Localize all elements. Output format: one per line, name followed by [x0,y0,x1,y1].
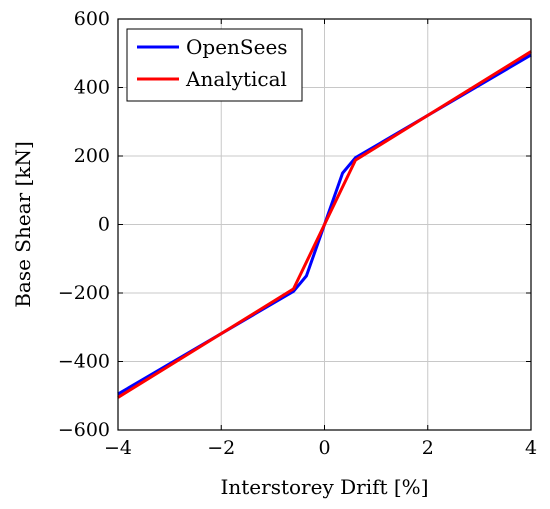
x-tick-labels: −4 −2 0 2 4 [104,437,537,459]
legend-label-analytical: Analytical [185,67,287,91]
y-tick-label: 0 [98,214,110,236]
x-axis-label: Interstorey Drift [%] [220,475,428,499]
x-tick-label: −4 [104,437,132,459]
series-line-analytical [117,50,532,399]
legend-label-opensees: OpenSees [186,35,288,59]
y-tick-label: 200 [74,145,110,167]
series-group [117,50,532,399]
x-tick-label: 4 [525,437,537,459]
legend: OpenSees Analytical [126,28,303,102]
y-axis-label: Base Shear [kN] [11,141,35,308]
x-tick-label: −2 [207,437,235,459]
ticks [117,18,532,431]
y-tick-label: 600 [74,8,110,30]
x-tick-label: 0 [318,437,330,459]
y-tick-labels: −600 −400 −200 0 200 400 600 [58,8,110,441]
y-tick-label: 400 [74,77,110,99]
y-tick-label: −600 [58,419,110,441]
x-tick-label: 2 [422,437,434,459]
y-tick-label: −200 [58,282,110,304]
legend-box [126,28,303,102]
y-tick-label: −400 [58,351,110,373]
